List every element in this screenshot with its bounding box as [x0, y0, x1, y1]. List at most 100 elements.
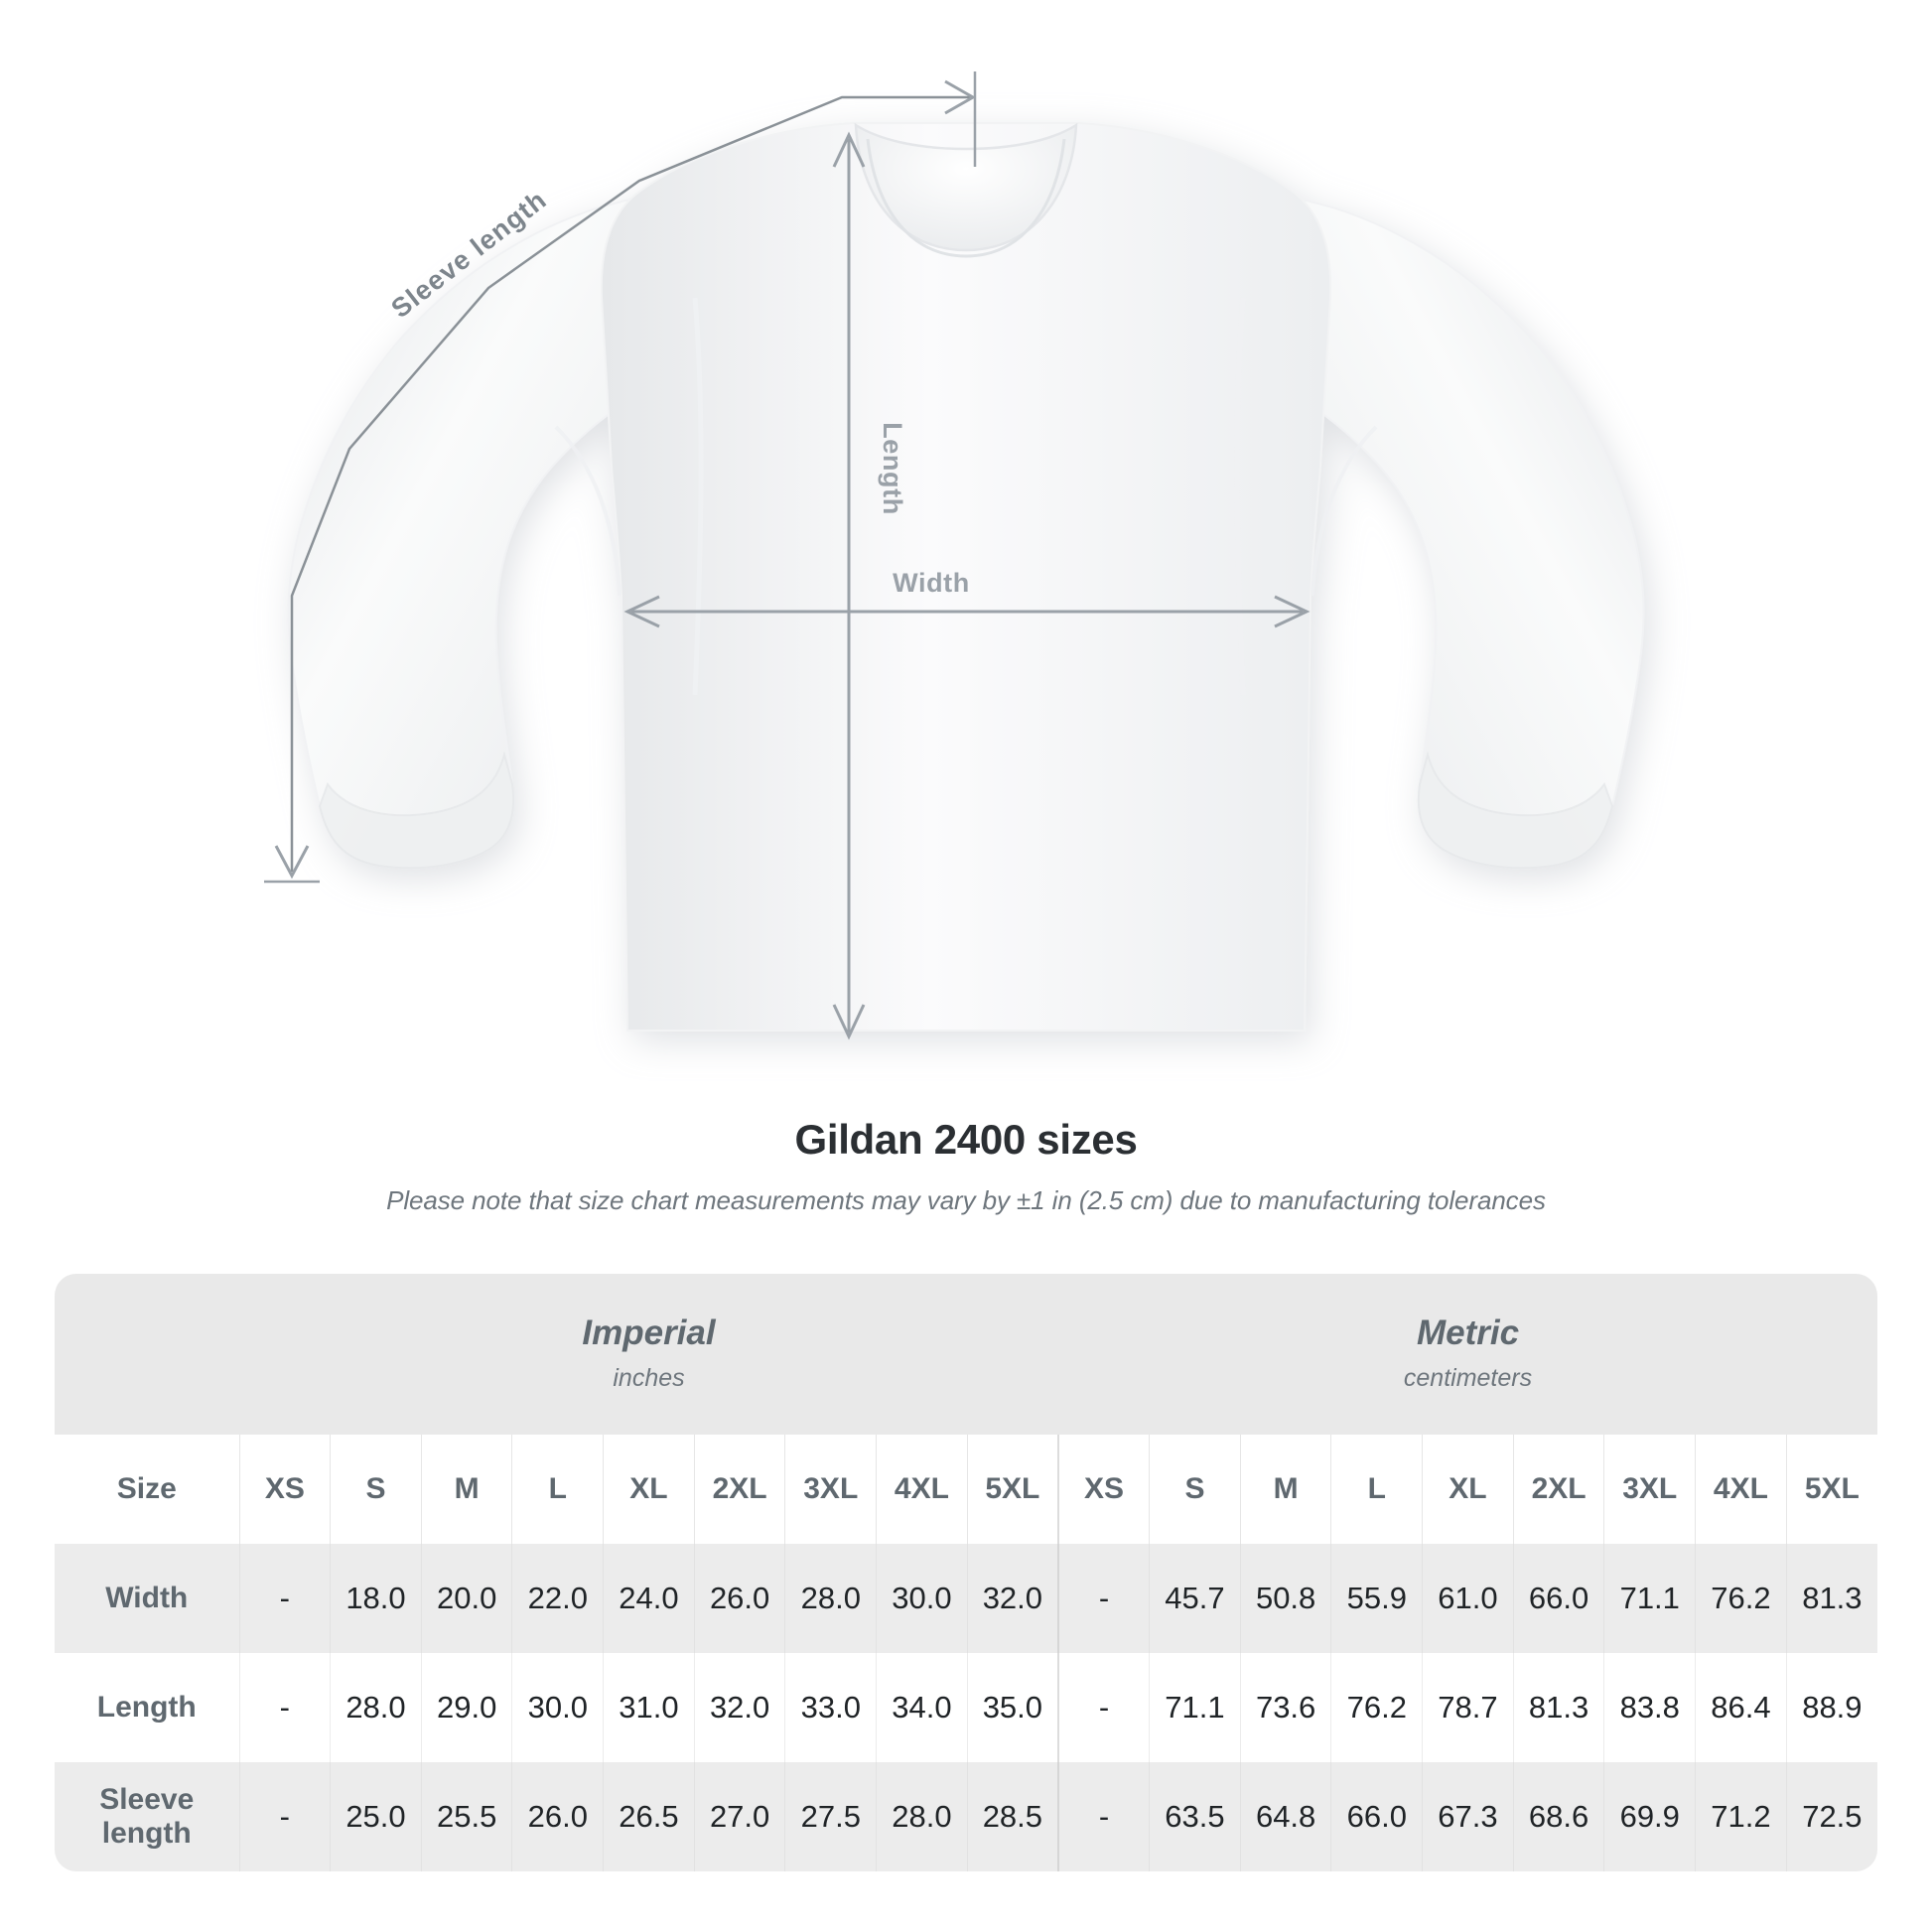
page-subtitle: Please note that size chart measurements… [386, 1185, 1546, 1215]
size-header-label: Size [55, 1435, 239, 1544]
cell-length-imperial-2xl: 32.0 [693, 1653, 785, 1762]
cell-width-imperial-s: 18.0 [330, 1544, 422, 1653]
unit-header-blank [55, 1274, 239, 1435]
cell-length-metric-5xl: 88.9 [1785, 1653, 1878, 1762]
cell-length-imperial-xl: 31.0 [603, 1653, 695, 1762]
size-header-metric-m: M [1239, 1435, 1331, 1544]
cell-sleeve-length-imperial-2xl: 27.0 [693, 1762, 785, 1871]
title-block: Gildan 2400 sizes Please note that size … [0, 1116, 1932, 1216]
cell-sleeve-length-imperial-m: 25.5 [420, 1762, 512, 1871]
cell-length-imperial-3xl: 33.0 [784, 1653, 877, 1762]
cell-sleeve-length-metric-4xl: 71.2 [1695, 1762, 1787, 1871]
width-measure: Width [623, 568, 1311, 628]
cell-width-metric-2xl: 66.0 [1512, 1544, 1604, 1653]
size-header-imperial-s: S [330, 1435, 422, 1544]
cell-sleeve-length-metric-xs: - [1056, 1762, 1150, 1871]
neck-rib [866, 138, 1066, 258]
cell-sleeve-length-metric-5xl: 72.5 [1785, 1762, 1878, 1871]
cell-sleeve-length-imperial-4xl: 28.0 [876, 1762, 968, 1871]
cell-width-metric-5xl: 81.3 [1785, 1544, 1878, 1653]
size-header-metric-xl: XL [1422, 1435, 1514, 1544]
row-label-sleeve-length: Sleeve length [55, 1762, 239, 1871]
row-label-width: Width [55, 1544, 239, 1653]
garment-diagram-svg: Sleeve length Length Width [264, 71, 1645, 1040]
cell-length-metric-xl: 78.7 [1422, 1653, 1514, 1762]
size-header-imperial-3xl: 3XL [784, 1435, 877, 1544]
cell-width-metric-m: 50.8 [1239, 1544, 1331, 1653]
size-header-imperial-4xl: 4XL [876, 1435, 968, 1544]
length-label: Length [878, 422, 907, 515]
cell-sleeve-length-metric-3xl: 69.9 [1603, 1762, 1696, 1871]
width-arrow-head-left [623, 595, 660, 628]
right-cuff [1417, 751, 1614, 870]
cell-width-metric-s: 45.7 [1149, 1544, 1241, 1653]
cell-sleeve-length-imperial-l: 26.0 [511, 1762, 604, 1871]
size-header-imperial-5xl: 5XL [966, 1435, 1058, 1544]
cell-sleeve-length-metric-l: 66.0 [1330, 1762, 1423, 1871]
cell-length-imperial-4xl: 34.0 [876, 1653, 968, 1762]
cell-width-imperial-5xl: 32.0 [966, 1544, 1058, 1653]
size-header-imperial-xs: XS [238, 1435, 331, 1544]
unit-group-subtitle: inches [613, 1363, 685, 1392]
cell-width-imperial-3xl: 28.0 [784, 1544, 877, 1653]
cell-sleeve-length-metric-m: 64.8 [1239, 1762, 1331, 1871]
unit-group-name: Imperial [582, 1313, 716, 1353]
cell-length-metric-m: 73.6 [1239, 1653, 1331, 1762]
cell-length-imperial-s: 28.0 [330, 1653, 422, 1762]
cell-length-metric-2xl: 81.3 [1512, 1653, 1604, 1762]
cell-length-imperial-m: 29.0 [420, 1653, 512, 1762]
cell-length-imperial-5xl: 35.0 [966, 1653, 1058, 1762]
length-arrow-head-top [832, 131, 866, 168]
cell-width-metric-l: 55.9 [1330, 1544, 1423, 1653]
cell-sleeve-length-imperial-3xl: 27.5 [784, 1762, 877, 1871]
cell-width-imperial-xl: 24.0 [603, 1544, 695, 1653]
table-row: Length -28.0 29.0 30.0 31.0 32.0 33.0 34.0 35.0-… [55, 1653, 1878, 1762]
right-sleeve [1283, 197, 1645, 870]
cell-sleeve-length-imperial-xs: - [238, 1762, 331, 1871]
table-row: Width -18.0 20.0 22.0 24.0 26.0 28.0 30.0 32.0-4… [55, 1544, 1878, 1653]
size-header-metric-l: L [1330, 1435, 1423, 1544]
cell-length-metric-4xl: 86.4 [1695, 1653, 1787, 1762]
cell-sleeve-length-metric-xl: 67.3 [1422, 1762, 1514, 1871]
shirt-body [600, 122, 1332, 1032]
left-sleeve [287, 197, 649, 870]
size-header-imperial-xl: XL [603, 1435, 695, 1544]
length-arrow-head-bottom [832, 1004, 866, 1040]
cell-width-metric-3xl: 71.1 [1603, 1544, 1696, 1653]
size-chart-container: Imperial inches Metric centimeters Size XS S M L… [55, 1274, 1878, 1871]
page-title: Gildan 2400 sizes [794, 1116, 1138, 1163]
left-cuff [318, 751, 515, 870]
cell-sleeve-length-metric-s: 63.5 [1149, 1762, 1241, 1871]
cell-length-metric-xs: - [1056, 1653, 1150, 1762]
unit-group-header-row: Imperial inches Metric centimeters [55, 1274, 1878, 1435]
cell-width-metric-xs: - [1056, 1544, 1150, 1653]
width-label: Width [893, 568, 970, 598]
size-header-imperial-2xl: 2XL [693, 1435, 785, 1544]
width-arrow-head-right [1274, 595, 1311, 628]
cell-sleeve-length-imperial-s: 25.0 [330, 1762, 422, 1871]
size-header-imperial-l: L [511, 1435, 604, 1544]
cell-width-imperial-l: 22.0 [511, 1544, 604, 1653]
cell-width-imperial-m: 20.0 [420, 1544, 512, 1653]
cell-width-metric-xl: 61.0 [1422, 1544, 1514, 1653]
size-header-metric-4xl: 4XL [1695, 1435, 1787, 1544]
cell-length-metric-l: 76.2 [1330, 1653, 1423, 1762]
row-label-length: Length [55, 1653, 239, 1762]
garment-diagram-panel: Sleeve length Length Width [264, 71, 1645, 1040]
size-header-metric-5xl: 5XL [1785, 1435, 1878, 1544]
size-header-metric-3xl: 3XL [1603, 1435, 1696, 1544]
size-header-row: Size XS S M L XL 2XL 3XL 4XL 5XL XS S M L XL 2XL 3XL 4XL 5… [55, 1435, 1878, 1544]
cell-width-imperial-xs: - [238, 1544, 331, 1653]
cell-width-imperial-4xl: 30.0 [876, 1544, 968, 1653]
shirt-illustration [287, 122, 1645, 1032]
cell-length-imperial-l: 30.0 [511, 1653, 604, 1762]
table-row: Sleeve length -25.0 25.5 26.0 26.5 27.0 27.5 28… [55, 1762, 1878, 1871]
sleeve-arrow-head-bottom [274, 845, 310, 880]
cell-sleeve-length-imperial-xl: 26.5 [603, 1762, 695, 1871]
unit-group-name: Metric [1416, 1313, 1520, 1353]
cell-sleeve-length-imperial-5xl: 28.5 [966, 1762, 1058, 1871]
sleeve-length-guide-line [290, 95, 970, 872]
unit-group-metric: Metric centimeters [1057, 1274, 1878, 1435]
sleeve-arrow-head-top [944, 79, 977, 115]
size-header-metric-xs: XS [1056, 1435, 1150, 1544]
